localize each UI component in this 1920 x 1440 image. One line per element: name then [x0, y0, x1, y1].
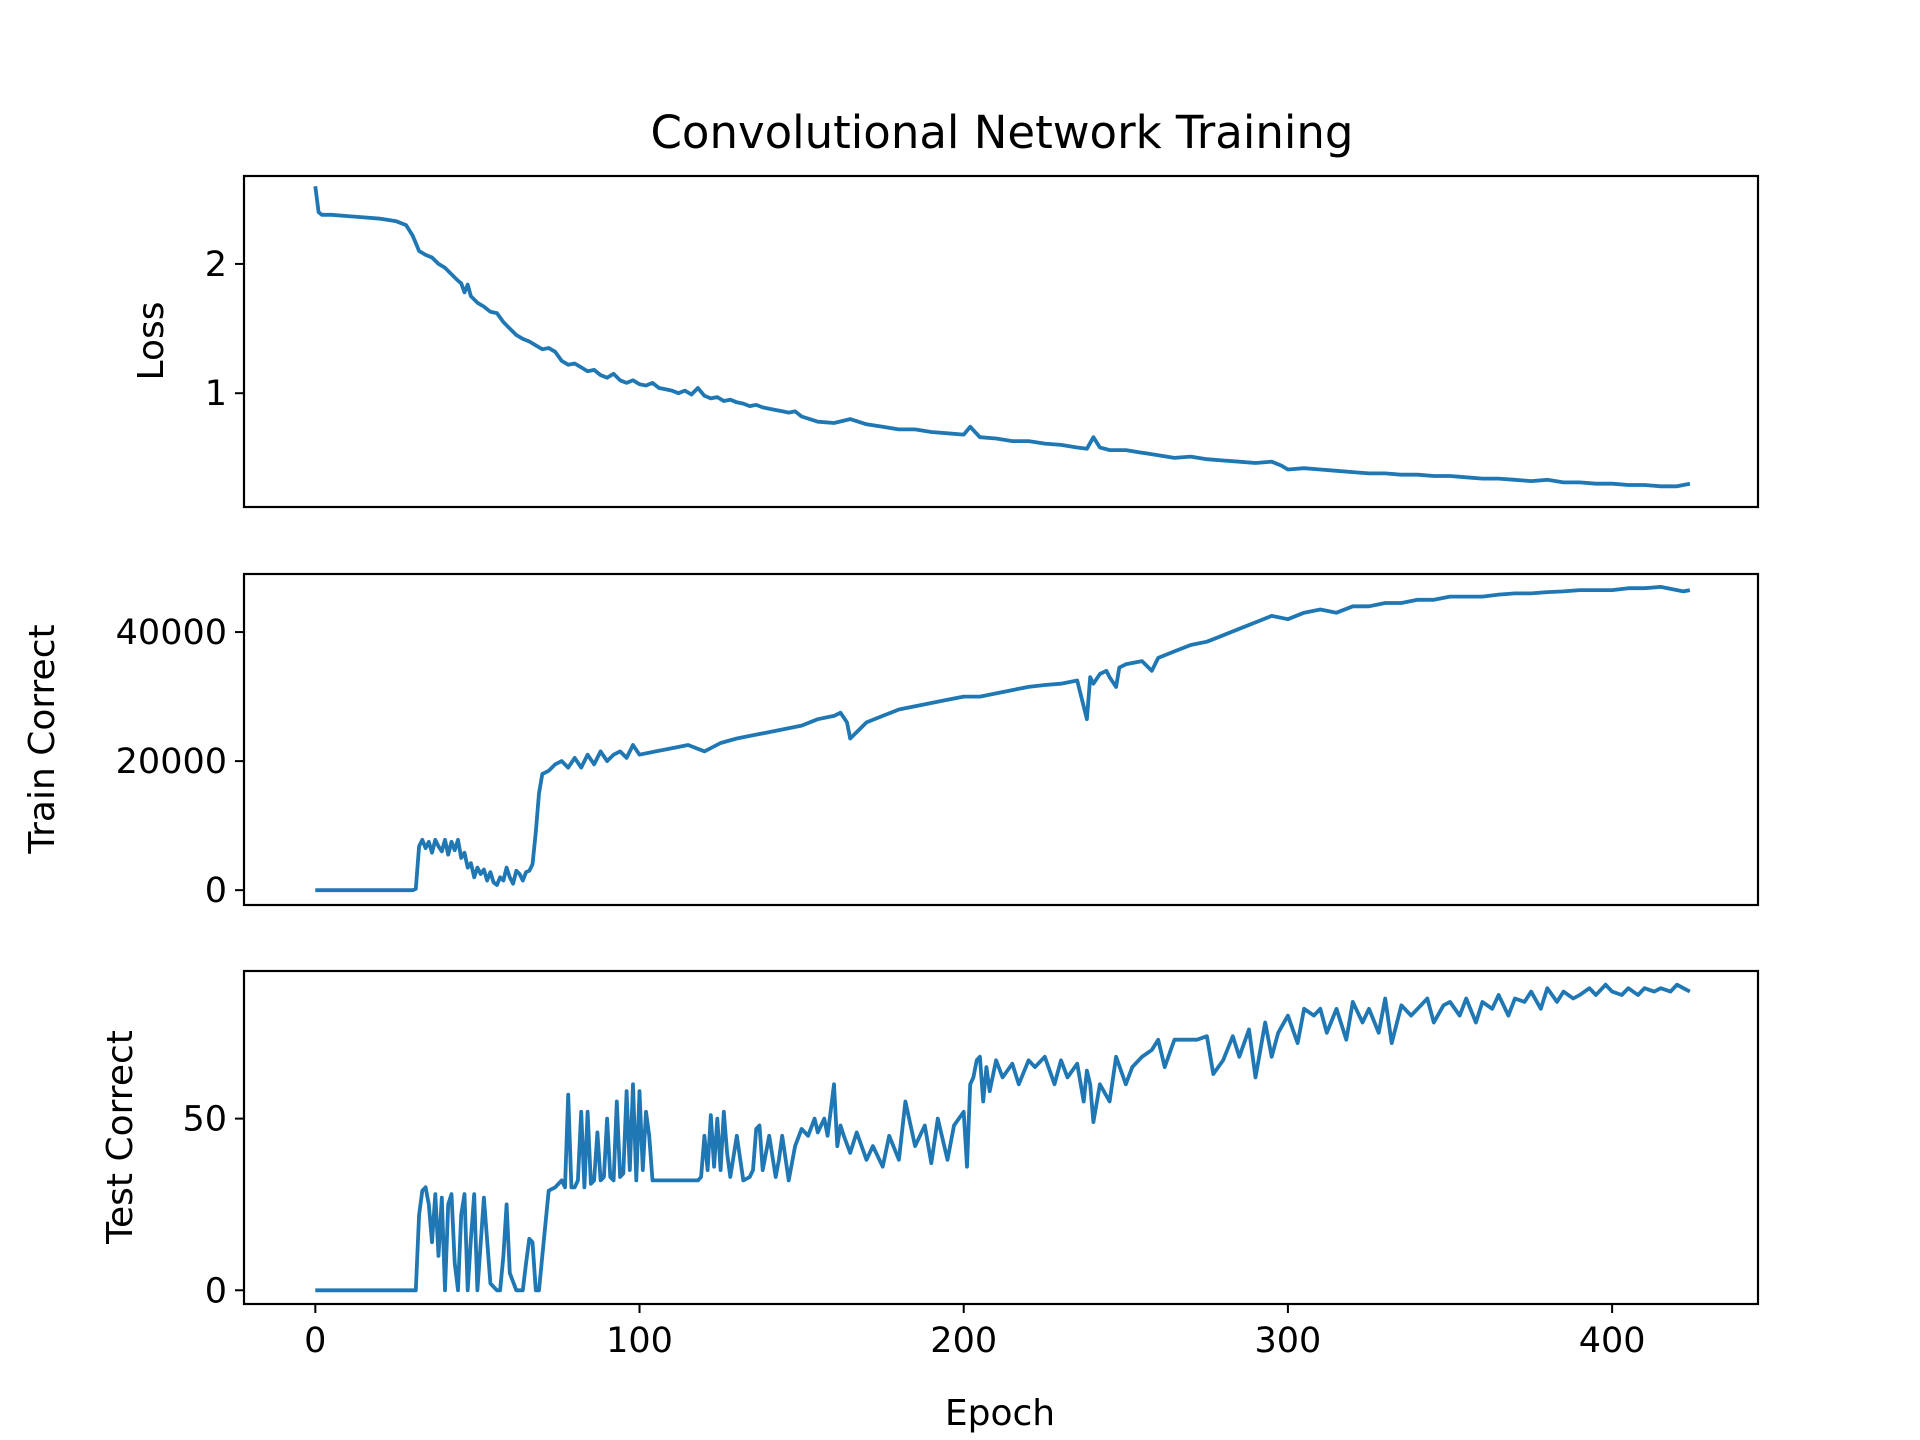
- test-correct-x-tick-label: 200: [930, 1321, 997, 1361]
- loss-line: [313, 186, 1691, 489]
- loss-y-tick-label: 2: [205, 245, 227, 285]
- loss-y-ticks: 12: [205, 245, 244, 414]
- loss-plot-frame: [242, 174, 1760, 509]
- test-correct-plot-frame: [242, 969, 1760, 1306]
- train-correct-panel: 0 20000 40000 Train Correct: [22, 572, 1760, 911]
- loss-y-label: Loss: [131, 302, 172, 381]
- x-axis-label: Epoch: [945, 1393, 1055, 1434]
- test-correct-x-ticks: 0 100 200 300 400: [304, 1304, 1646, 1361]
- test-correct-x-tick-label: 400: [1579, 1321, 1646, 1361]
- train-correct-y-tick-label: 20000: [116, 742, 227, 782]
- test-correct-y-tick-label: 50: [182, 1100, 227, 1140]
- train-correct-line: [315, 585, 1691, 893]
- train-correct-plot-frame: [242, 572, 1760, 907]
- test-correct-panel: 0 50 0 100 200 300 400 Test Correct: [100, 969, 1760, 1361]
- train-correct-y-tick-label: 40000: [116, 613, 227, 653]
- test-correct-x-tick-label: 300: [1255, 1321, 1322, 1361]
- test-correct-y-tick-label: 0: [205, 1271, 227, 1311]
- train-correct-y-ticks: 0 20000 40000: [116, 613, 244, 911]
- test-correct-x-tick-label: 100: [606, 1321, 673, 1361]
- test-correct-y-ticks: 0 50: [182, 1100, 244, 1311]
- test-correct-line: [315, 982, 1691, 1293]
- loss-y-tick-label: 1: [205, 374, 227, 414]
- train-correct-y-label: Train Correct: [22, 624, 63, 854]
- test-correct-x-tick-label: 0: [304, 1321, 326, 1361]
- loss-panel: 12 Loss: [131, 174, 1760, 509]
- train-correct-y-tick-label: 0: [205, 871, 227, 911]
- test-correct-y-label: Test Correct: [100, 1030, 141, 1245]
- chart-title: Convolutional Network Training: [651, 106, 1354, 159]
